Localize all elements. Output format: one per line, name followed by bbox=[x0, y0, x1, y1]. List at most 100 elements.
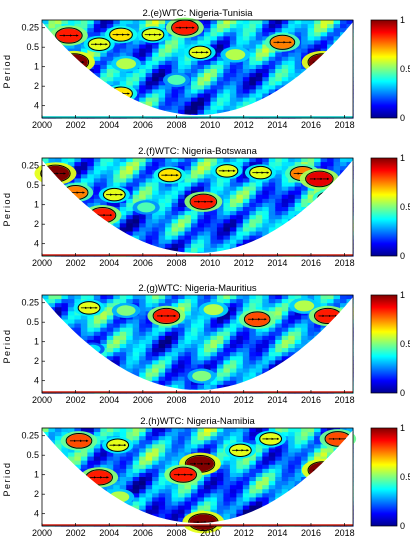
heatmap-cell bbox=[314, 48, 322, 54]
heatmap-cell bbox=[301, 327, 309, 333]
heatmap-cell bbox=[327, 40, 335, 46]
heatmap-cell bbox=[210, 227, 218, 233]
heatmap-cell bbox=[152, 20, 160, 25]
heatmap-cell bbox=[158, 239, 166, 245]
heatmap-cell bbox=[93, 20, 101, 25]
heatmap-cell bbox=[42, 428, 50, 433]
heatmap-cell bbox=[132, 97, 140, 103]
heatmap-cell bbox=[223, 360, 231, 366]
heatmap-cell bbox=[242, 303, 250, 308]
heatmap-cell bbox=[262, 327, 270, 333]
heatmap-cell bbox=[61, 432, 69, 437]
heatmap-cell bbox=[139, 97, 147, 103]
heatmap-cell bbox=[178, 344, 186, 349]
heatmap-cell bbox=[301, 460, 309, 466]
heatmap-cell bbox=[132, 372, 140, 378]
heatmap-cell bbox=[294, 211, 302, 216]
heatmap-cell bbox=[61, 299, 69, 304]
heatmap-cell bbox=[242, 231, 250, 237]
heatmap-cell bbox=[333, 36, 341, 42]
heatmap-cell bbox=[145, 509, 153, 515]
heatmap-cell bbox=[236, 348, 244, 353]
heatmap-cell bbox=[126, 501, 134, 507]
heatmap-cell bbox=[327, 166, 335, 171]
y-tick-label: 0.5 bbox=[26, 317, 39, 327]
heatmap-cell bbox=[268, 323, 276, 329]
heatmap-cell bbox=[275, 73, 283, 78]
heatmap-cell bbox=[93, 28, 101, 33]
heatmap-cell bbox=[255, 24, 263, 29]
heatmap-cell bbox=[106, 56, 114, 62]
heatmap-cell bbox=[268, 493, 276, 499]
heatmap-cell bbox=[178, 40, 186, 46]
heatmap-cell bbox=[229, 364, 237, 370]
heatmap-cell bbox=[158, 489, 166, 494]
heatmap-cell bbox=[113, 319, 121, 325]
heatmap-cell bbox=[327, 28, 335, 33]
heatmap-cell bbox=[288, 319, 296, 325]
heatmap-cell bbox=[145, 335, 153, 341]
heatmap-cell bbox=[74, 327, 82, 333]
heatmap-cell bbox=[268, 186, 276, 192]
heatmap-cell bbox=[249, 481, 257, 486]
heatmap-cell bbox=[184, 178, 192, 184]
heatmap-cell bbox=[210, 73, 218, 78]
heatmap-cell bbox=[152, 56, 160, 62]
heatmap-cell bbox=[139, 60, 147, 66]
heatmap-cell bbox=[249, 36, 257, 42]
heatmap-cell bbox=[229, 376, 237, 382]
heatmap-cell bbox=[249, 364, 257, 370]
heatmap-cell bbox=[255, 368, 263, 374]
heatmap-cell bbox=[178, 69, 186, 74]
heatmap-cell bbox=[119, 166, 127, 171]
heatmap-cell bbox=[171, 331, 179, 337]
heatmap-cell bbox=[301, 428, 309, 433]
heatmap-cell bbox=[158, 331, 166, 337]
heatmap-cell bbox=[93, 464, 101, 470]
heatmap-cell bbox=[106, 202, 114, 208]
heatmap-cell bbox=[184, 182, 192, 188]
heatmap-cell bbox=[249, 28, 257, 33]
heatmap-cell bbox=[236, 227, 244, 233]
heatmap-cell bbox=[139, 436, 147, 441]
heatmap-cell bbox=[210, 158, 218, 163]
heatmap-cell bbox=[301, 28, 309, 33]
heatmap-cell bbox=[203, 493, 212, 499]
heatmap-cell bbox=[152, 69, 160, 74]
heatmap-cell bbox=[242, 335, 250, 341]
x-tick-label: 2008 bbox=[166, 395, 186, 405]
heatmap-cell bbox=[158, 339, 166, 345]
heatmap-cell bbox=[255, 505, 263, 511]
heatmap-cell bbox=[203, 186, 212, 192]
heatmap-cell bbox=[210, 360, 218, 366]
heatmap-cell bbox=[152, 428, 160, 433]
wtc-panel-1: 2.(e)WTC: Nigeria-Tunisia0.250.5124Perio… bbox=[2, 8, 410, 130]
heatmap-cell bbox=[184, 93, 192, 99]
heatmap-cell bbox=[301, 20, 309, 25]
heatmap-cell bbox=[184, 440, 192, 445]
heatmap-cell bbox=[216, 24, 225, 29]
heatmap-cell bbox=[210, 190, 218, 196]
heatmap-cell bbox=[80, 448, 88, 454]
heatmap-cell bbox=[184, 384, 192, 390]
heatmap-cell bbox=[132, 215, 140, 220]
heatmap-cell bbox=[275, 56, 283, 62]
heatmap-cell bbox=[184, 190, 192, 196]
heatmap-cell bbox=[145, 456, 153, 462]
heatmap-cell bbox=[126, 182, 134, 188]
heatmap-cell bbox=[281, 323, 289, 329]
heatmap-cell bbox=[242, 327, 250, 333]
heatmap-cell bbox=[268, 460, 276, 466]
heatmap-cell bbox=[229, 311, 237, 317]
heatmap-cell bbox=[191, 64, 199, 70]
heatmap-cell bbox=[249, 489, 257, 494]
heatmap-cell bbox=[216, 352, 225, 357]
heatmap-cell bbox=[223, 472, 231, 478]
heatmap-cell bbox=[255, 182, 263, 188]
heatmap-cell bbox=[281, 81, 289, 86]
heatmap-cell bbox=[210, 335, 218, 341]
heatmap-cell bbox=[294, 456, 302, 462]
heatmap-cell bbox=[80, 323, 88, 329]
heatmap-cell bbox=[249, 428, 257, 433]
heatmap-cell bbox=[132, 344, 140, 349]
